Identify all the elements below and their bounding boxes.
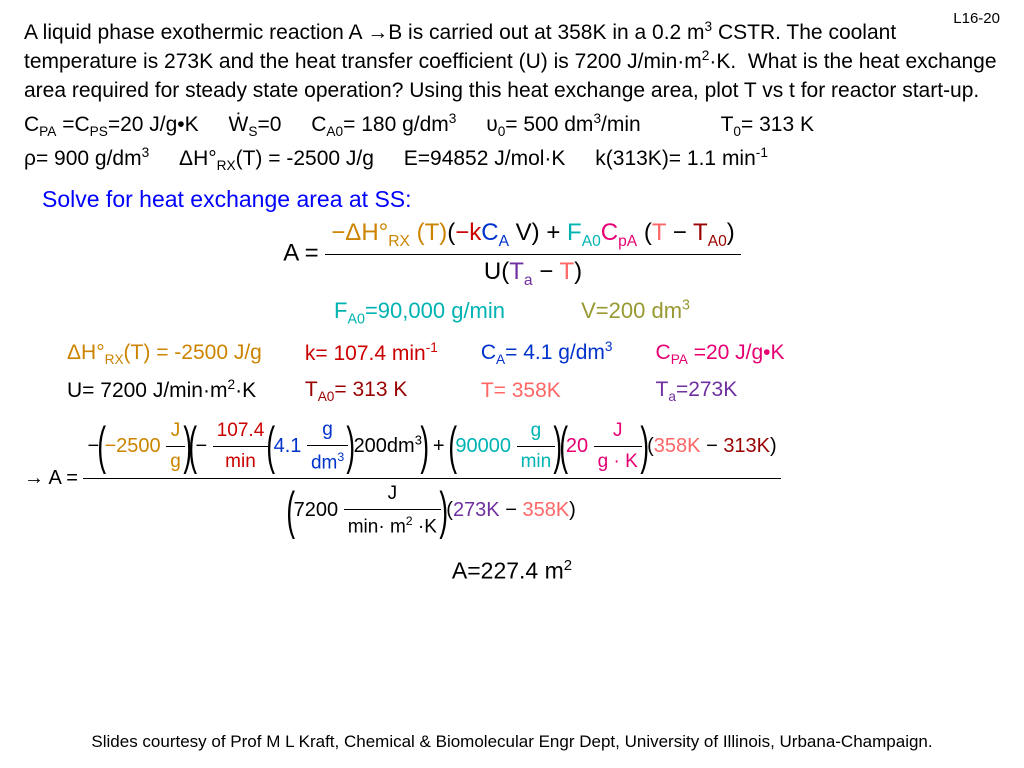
footer-credit: Slides courtesy of Prof M L Kraft, Chemi… <box>0 732 1024 752</box>
derived-values: FA0=90,000 g/min V=200 dm3 <box>24 298 1000 328</box>
section-heading: Solve for heat exchange area at SS: <box>42 186 1000 213</box>
slide-number: L16-20 <box>953 10 1000 27</box>
value-table: ΔH°RX(T) = -2500 J/g k= 107.4 min-1 CA= … <box>64 334 827 411</box>
problem-statement: A liquid phase exothermic reaction A →B … <box>24 18 1000 105</box>
result: A=227.4 m2 <box>24 557 1000 585</box>
expanded-equation: → A = −(−2500 Jg)(− 107.4min(4.1 gdm3)20… <box>24 419 1000 539</box>
given-parameters: CPA =CPS=20 J/g•K ẆS=0 CA0= 180 g/dm3 υ0… <box>24 109 1000 176</box>
main-equation: A = −ΔH°RX (T)(−kCA V) + FA0CpA (T − TA0… <box>24 219 1000 290</box>
